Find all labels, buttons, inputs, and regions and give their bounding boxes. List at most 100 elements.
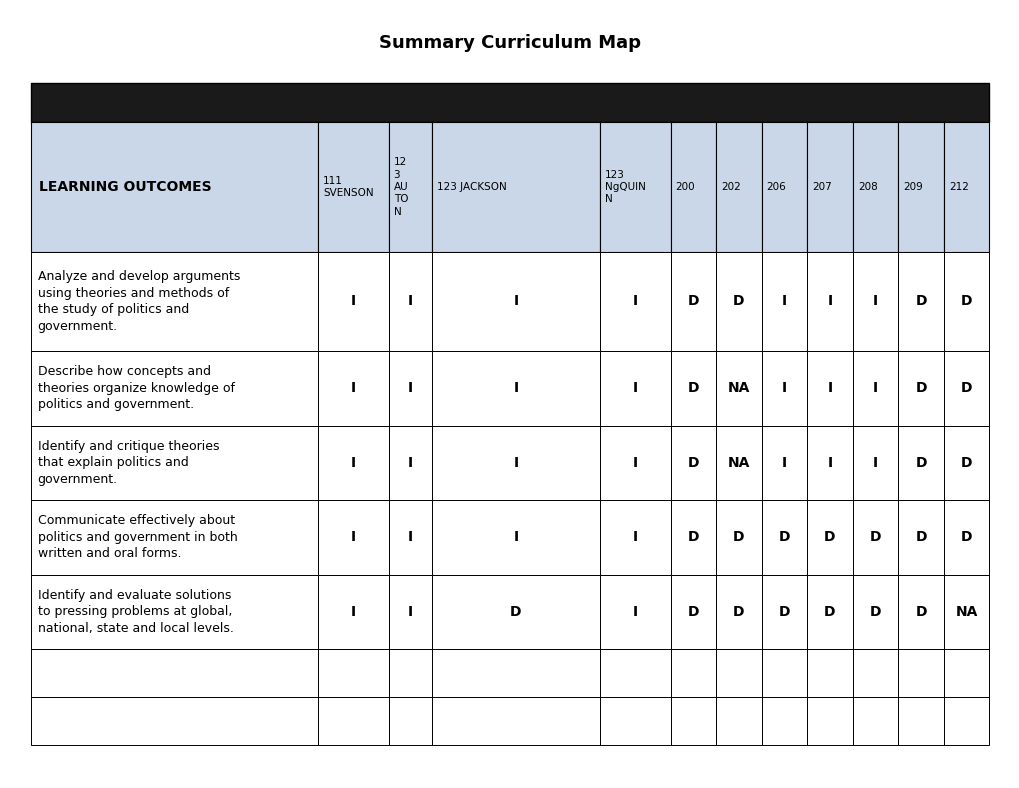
Bar: [898, 351, 943, 426]
Bar: [318, 122, 388, 251]
Bar: [431, 351, 599, 426]
Bar: [599, 574, 669, 649]
Bar: [852, 697, 898, 745]
Bar: [431, 697, 599, 745]
Bar: [898, 251, 943, 351]
Text: D: D: [733, 605, 744, 619]
Text: D: D: [914, 295, 926, 308]
Bar: [388, 500, 431, 574]
Text: Identify and critique theories
that explain politics and
government.: Identify and critique theories that expl…: [38, 440, 219, 486]
Text: D: D: [914, 605, 926, 619]
Text: I: I: [408, 605, 413, 619]
Text: D: D: [914, 530, 926, 545]
Text: I: I: [782, 456, 787, 470]
Bar: [715, 649, 761, 697]
Text: D: D: [687, 530, 698, 545]
Text: I: I: [632, 295, 637, 308]
Bar: [761, 500, 806, 574]
Text: D: D: [733, 295, 744, 308]
Bar: [761, 649, 806, 697]
Text: D: D: [687, 456, 698, 470]
Text: I: I: [513, 381, 518, 396]
Bar: [715, 351, 761, 426]
Text: D: D: [960, 456, 971, 470]
Bar: [806, 649, 852, 697]
Bar: [852, 251, 898, 351]
Text: 123
NgQUIN
N: 123 NgQUIN N: [604, 169, 645, 205]
Text: NA: NA: [727, 381, 749, 396]
Bar: [761, 351, 806, 426]
Bar: [715, 574, 761, 649]
Bar: [715, 426, 761, 500]
Bar: [388, 697, 431, 745]
Text: NA: NA: [955, 605, 977, 619]
Bar: [761, 251, 806, 351]
Bar: [431, 500, 599, 574]
Bar: [599, 649, 669, 697]
Bar: [852, 426, 898, 500]
Bar: [31, 500, 318, 574]
Bar: [943, 574, 988, 649]
Text: I: I: [351, 530, 356, 545]
Bar: [852, 500, 898, 574]
Text: I: I: [351, 456, 356, 470]
Text: I: I: [408, 530, 413, 545]
Bar: [943, 697, 988, 745]
Bar: [31, 122, 318, 251]
Bar: [898, 649, 943, 697]
Bar: [388, 649, 431, 697]
Bar: [599, 500, 669, 574]
Text: D: D: [733, 530, 744, 545]
Text: 111
SVENSON: 111 SVENSON: [323, 176, 373, 199]
Bar: [388, 574, 431, 649]
Text: 207: 207: [811, 182, 832, 192]
Text: D: D: [823, 605, 835, 619]
Text: Describe how concepts and
theories organize knowledge of
politics and government: Describe how concepts and theories organ…: [38, 366, 234, 411]
Bar: [31, 426, 318, 500]
Bar: [806, 500, 852, 574]
Text: I: I: [632, 530, 637, 545]
Bar: [943, 251, 988, 351]
Text: I: I: [632, 605, 637, 619]
Bar: [761, 426, 806, 500]
Bar: [852, 574, 898, 649]
Bar: [431, 649, 599, 697]
Text: I: I: [872, 456, 877, 470]
Bar: [318, 574, 388, 649]
Text: D: D: [914, 381, 926, 396]
Bar: [318, 697, 388, 745]
Text: I: I: [408, 295, 413, 308]
Bar: [431, 251, 599, 351]
Text: 212: 212: [948, 182, 968, 192]
Bar: [318, 251, 388, 351]
Text: I: I: [632, 456, 637, 470]
Bar: [943, 500, 988, 574]
Bar: [431, 426, 599, 500]
Bar: [318, 649, 388, 697]
Text: I: I: [408, 456, 413, 470]
Bar: [806, 122, 852, 251]
Text: D: D: [510, 605, 521, 619]
Text: I: I: [826, 381, 832, 396]
Bar: [388, 351, 431, 426]
Text: I: I: [826, 456, 832, 470]
Bar: [669, 649, 715, 697]
Text: NA: NA: [727, 456, 749, 470]
Text: Summary Curriculum Map: Summary Curriculum Map: [379, 35, 640, 52]
Text: D: D: [960, 530, 971, 545]
Text: 202: 202: [720, 182, 740, 192]
Bar: [599, 122, 669, 251]
Bar: [31, 83, 988, 122]
Bar: [898, 426, 943, 500]
Text: LEARNING OUTCOMES: LEARNING OUTCOMES: [39, 180, 211, 194]
Bar: [715, 251, 761, 351]
Text: 209: 209: [903, 182, 922, 192]
Text: I: I: [408, 381, 413, 396]
Text: I: I: [872, 295, 877, 308]
Text: I: I: [782, 295, 787, 308]
Bar: [599, 251, 669, 351]
Bar: [898, 122, 943, 251]
Bar: [599, 351, 669, 426]
Bar: [715, 122, 761, 251]
Bar: [669, 351, 715, 426]
